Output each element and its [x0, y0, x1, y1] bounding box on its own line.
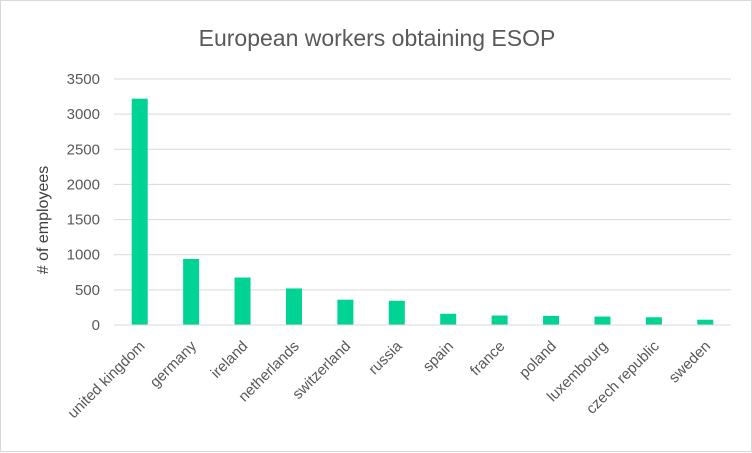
y-tick-label: 0: [92, 317, 100, 334]
y-tick-label: 1500: [67, 212, 100, 229]
y-tick-label: 3000: [67, 106, 100, 123]
bar-united-kingdom: [131, 98, 148, 326]
x-tick-label: france: [467, 338, 509, 380]
x-tick-label: united kingdom: [65, 338, 149, 422]
x-tick-label: germany: [147, 337, 201, 391]
bar-poland: [543, 315, 560, 325]
y-tick-label: 2500: [67, 141, 100, 158]
y-tick-label: 500: [75, 282, 100, 299]
bar-germany: [183, 258, 200, 325]
bar-france: [491, 315, 508, 325]
bar-luxembourg: [594, 316, 611, 325]
bar-switzerland: [337, 299, 354, 325]
y-axis-ticks: 0 500 1000 1500 2000 2500 3000 3500: [67, 71, 100, 334]
bar-czech-republic: [645, 317, 662, 325]
x-tick-label: spain: [420, 338, 457, 375]
bar-sweden: [697, 319, 714, 325]
y-tick-label: 2000: [67, 176, 100, 193]
chart-title: European workers obtaining ESOP: [199, 25, 556, 51]
bar-spain: [440, 313, 457, 325]
bar-ireland: [234, 277, 251, 325]
bar-russia: [388, 300, 405, 325]
y-tick-label: 1000: [67, 247, 100, 264]
bar-netherlands: [285, 288, 302, 325]
x-tick-label: sweden: [666, 338, 715, 387]
x-tick-label: poland: [516, 338, 560, 382]
gridlines: [114, 78, 731, 291]
x-tick-label: ireland: [208, 338, 252, 382]
y-tick-label: 3500: [67, 71, 100, 88]
y-axis-label: # of employees: [35, 166, 52, 275]
x-tick-label: russia: [365, 337, 406, 378]
bars: [131, 98, 714, 326]
